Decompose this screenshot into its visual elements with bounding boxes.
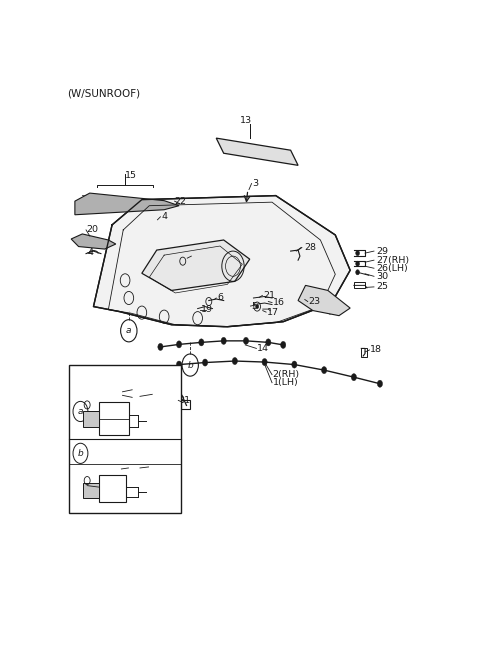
Text: 22: 22 [175,196,187,206]
Text: 30: 30 [376,272,388,281]
Circle shape [177,361,181,368]
Text: 11: 11 [133,393,145,402]
Text: 2(RH): 2(RH) [273,370,300,379]
Text: 26(LH): 26(LH) [376,264,408,272]
Polygon shape [298,286,350,316]
Circle shape [243,337,249,345]
Polygon shape [94,196,350,327]
Text: 15: 15 [125,171,137,180]
Circle shape [158,343,163,350]
FancyBboxPatch shape [84,483,99,498]
Text: 20: 20 [86,225,98,234]
Polygon shape [216,138,298,165]
Circle shape [351,373,357,381]
Circle shape [322,367,327,373]
Circle shape [232,358,238,365]
Text: 8: 8 [149,462,156,472]
Circle shape [281,341,286,348]
Polygon shape [142,240,250,290]
FancyBboxPatch shape [69,365,181,514]
Text: 3: 3 [252,179,259,188]
Circle shape [266,339,271,346]
Text: 9: 9 [129,464,135,472]
Circle shape [177,341,181,348]
Text: 25: 25 [376,282,388,291]
Circle shape [377,380,383,387]
Circle shape [356,270,360,275]
Circle shape [203,359,208,366]
Text: 1(LH): 1(LH) [273,378,299,387]
Text: 23: 23 [309,297,321,306]
Text: 14: 14 [257,344,269,353]
Circle shape [262,358,267,365]
Text: 31: 31 [178,396,191,405]
Text: 27(RH): 27(RH) [376,255,409,265]
Circle shape [199,339,204,346]
Text: 17: 17 [267,308,279,316]
Text: b: b [78,449,84,458]
Polygon shape [71,234,116,249]
Circle shape [356,251,360,255]
Text: (W/SUNROOF): (W/SUNROOF) [67,88,141,99]
Text: a: a [78,407,83,416]
Text: 19: 19 [201,305,213,314]
Polygon shape [75,193,179,215]
Text: 18: 18 [370,345,382,354]
Text: 6: 6 [192,252,198,261]
Text: 6: 6 [217,293,223,303]
Circle shape [256,305,259,309]
Text: 7: 7 [153,390,159,399]
Text: 4: 4 [88,248,94,257]
Text: 10: 10 [133,385,145,394]
Text: 29: 29 [376,246,388,255]
Circle shape [356,261,360,266]
Text: 16: 16 [273,298,285,307]
Text: 5: 5 [251,301,257,310]
FancyBboxPatch shape [84,411,99,426]
Text: 28: 28 [305,243,317,252]
Text: a: a [126,326,132,335]
Circle shape [292,361,297,368]
Text: b: b [187,360,193,369]
Text: 4: 4 [161,212,167,221]
Text: 21: 21 [263,291,275,300]
Text: 13: 13 [240,117,252,126]
Circle shape [221,337,226,345]
